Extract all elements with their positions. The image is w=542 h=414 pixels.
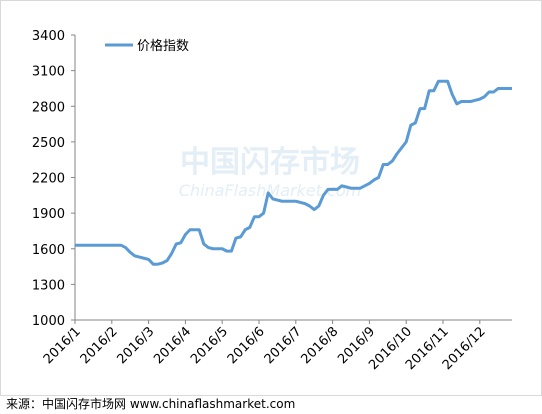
legend-label: 价格指数 xyxy=(137,38,189,54)
y-tick-label: 1000 xyxy=(32,314,65,329)
y-tick-label: 2200 xyxy=(32,172,65,187)
source-note: 来源：中国闪存市场网 www.chinaflashmarket.com xyxy=(6,396,295,411)
y-tick-label: 3100 xyxy=(32,65,65,80)
y-tick-label: 1600 xyxy=(32,243,65,258)
series-line xyxy=(75,79,512,266)
watermark-sub: ChinaFlashMarket.com xyxy=(179,181,361,200)
y-tick-label: 1900 xyxy=(32,207,65,222)
y-tick-label: 1300 xyxy=(32,278,65,293)
y-tick-label: 2800 xyxy=(32,100,65,115)
y-tick-label: 2500 xyxy=(32,136,65,151)
y-tick-label: 3400 xyxy=(32,29,65,44)
watermark: 中国闪存市场 xyxy=(180,145,360,180)
